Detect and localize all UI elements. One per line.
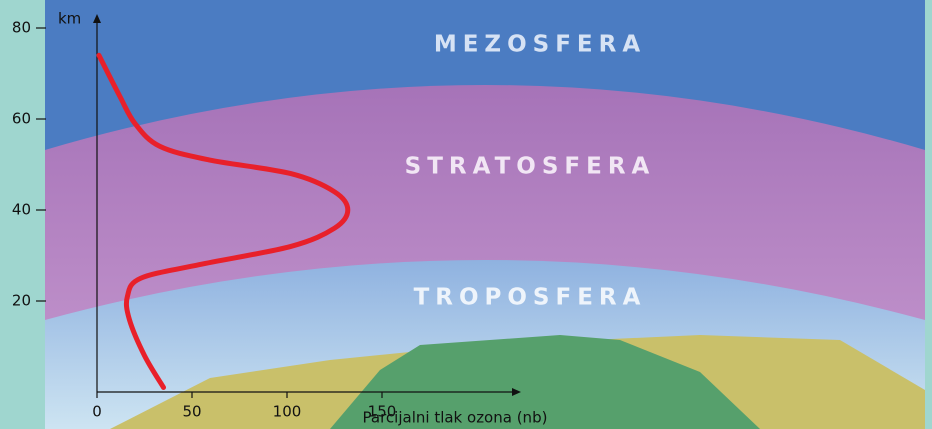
x-tick-label: 150 [368,403,397,421]
y-tick-label: 80 [12,19,31,37]
y-axis-label: km [58,10,81,28]
y-tick-label: 60 [12,110,31,128]
x-tick-label: 50 [182,403,201,421]
y-tick-label: 20 [12,292,31,310]
annotation: STRATOSFERA [405,154,656,180]
x-tick-label: 0 [92,403,102,421]
x-tick-label: 100 [273,403,302,421]
chart: MEZOSFERA STRATOSFERA TROPOSFERA km Parc… [0,0,932,429]
y-tick-label: 40 [12,201,31,219]
annotation: TROPOSFERA [414,285,647,311]
background [45,0,925,429]
annotation: MEZOSFERA [434,32,646,58]
